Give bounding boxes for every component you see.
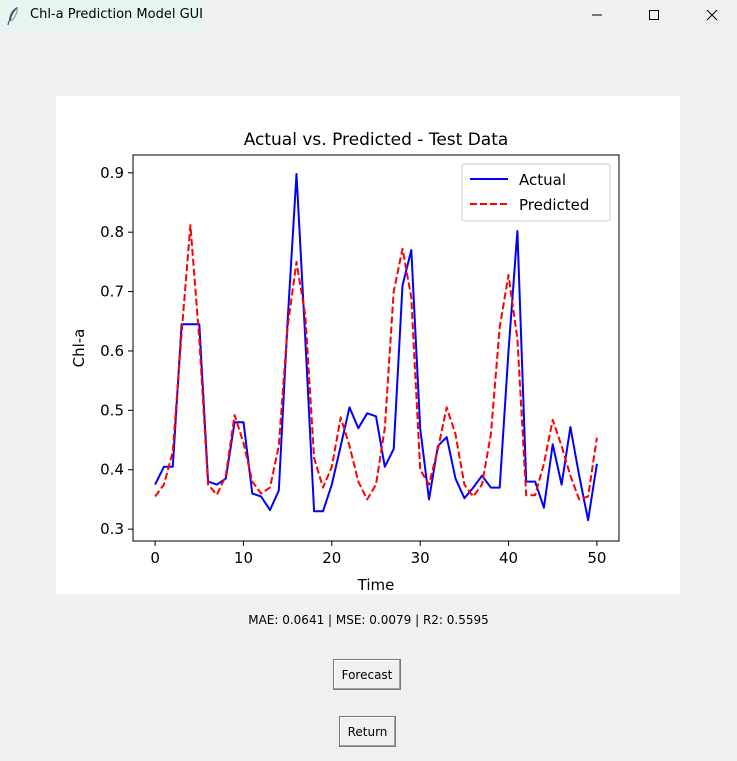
- series-line-predicted: [154, 224, 598, 501]
- y-tick-label: 0.6: [100, 342, 124, 360]
- x-tick-label: 0: [150, 549, 160, 567]
- forecast-button[interactable]: Forecast: [333, 659, 401, 690]
- legend-label-predicted: Predicted: [519, 196, 589, 214]
- line-chart: 0 10 20 30 40 50 0.3 0.4 0.5 0.6 0.7 0.8 0.9 Actual …: [70, 130, 620, 594]
- minimize-button[interactable]: [574, 0, 620, 30]
- y-tick-label: 0.5: [100, 401, 124, 419]
- close-button[interactable]: [689, 0, 735, 30]
- metrics-label: MAE: 0.0641 | MSE: 0.0079 | R2: 0.5595: [248, 613, 489, 627]
- close-icon: [706, 9, 718, 21]
- maximize-button[interactable]: [631, 0, 677, 30]
- x-tick-label: 40: [499, 549, 518, 567]
- x-tick-label: 50: [587, 549, 606, 567]
- chart-title: Actual vs. Predicted - Test Data: [244, 130, 509, 150]
- x-axis-label: Time: [357, 576, 395, 594]
- title-bar: Chl-a Prediction Model GUI: [0, 0, 737, 32]
- maximize-icon: [649, 10, 659, 20]
- chart-legend: Actual Predicted: [461, 163, 611, 222]
- chart-canvas: 0 10 20 30 40 50 0.3 0.4 0.5 0.6 0.7 0.8 0.9 Actual …: [56, 96, 680, 594]
- y-tick-label: 0.8: [100, 223, 124, 241]
- x-tick-label: 30: [411, 549, 430, 567]
- y-tick-label: 0.4: [100, 461, 124, 479]
- y-tick-label: 0.9: [100, 164, 124, 182]
- minimize-icon: [592, 14, 602, 16]
- legend-label-actual: Actual: [519, 171, 566, 189]
- x-tick-label: 20: [322, 549, 341, 567]
- y-tick-label: 0.7: [100, 283, 124, 301]
- feather-icon: [7, 6, 18, 26]
- x-tick-label: 10: [234, 549, 253, 567]
- title-bar-highlight: [0, 0, 205, 32]
- y-axis-label: Chl-a: [70, 329, 88, 368]
- return-button[interactable]: Return: [339, 716, 396, 747]
- y-tick-label: 0.3: [100, 520, 124, 538]
- window-title: Chl-a Prediction Model GUI: [30, 7, 204, 22]
